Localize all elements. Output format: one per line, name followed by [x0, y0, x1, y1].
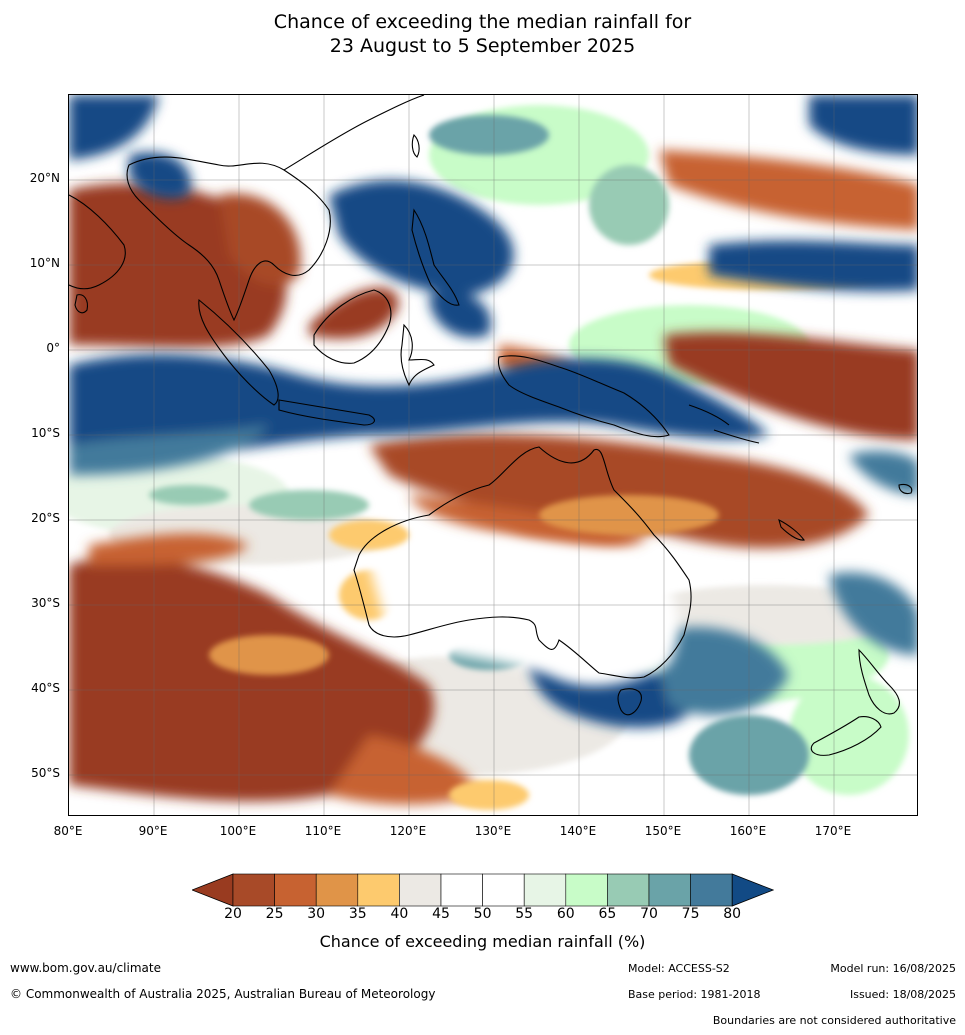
- lon-tick-80e: 80°E: [53, 824, 83, 838]
- colorbar-low-extension: [190, 873, 234, 907]
- colorbar-high-extension: [731, 873, 775, 907]
- fiji-coastline: [898, 483, 913, 495]
- lat-tick-0: 0°: [46, 341, 60, 355]
- lon-tick-110e: 110°E: [304, 824, 342, 838]
- website-link[interactable]: www.bom.gov.au/climate: [10, 961, 161, 975]
- colorbar-segment: [690, 873, 733, 907]
- colorbar-tick-label: 20: [224, 906, 242, 922]
- colorbar-segment: [315, 873, 359, 907]
- new-zealand-south-coastline: [810, 716, 882, 756]
- colorbar-segment: [565, 873, 608, 907]
- lat-tick-20n: 20°N: [29, 171, 60, 185]
- map-canvas: [69, 95, 917, 815]
- rainfall-probability-map[interactable]: [68, 94, 918, 816]
- colorbar-tick-label: 50: [473, 906, 492, 922]
- colorbar-segment: [607, 873, 650, 907]
- sumatra-coastline: [198, 298, 279, 406]
- title-line-1: Chance of exceeding the median rainfall …: [273, 11, 692, 33]
- lon-tick-150e: 150°E: [644, 824, 682, 838]
- philippines-coastline: [411, 208, 460, 306]
- base-period: Base period: 1981-2018: [628, 988, 761, 1001]
- colorbar-tick-label: 25: [265, 906, 284, 922]
- colorbar-segment: [648, 873, 691, 907]
- tasmania-coastline: [617, 688, 642, 716]
- lon-tick-160e: 160°E: [729, 824, 767, 838]
- colorbar-segment: [399, 873, 442, 907]
- model-run-date: Model run: 16/08/2025: [830, 962, 956, 975]
- map-title: Chance of exceeding the median rainfall …: [0, 10, 965, 58]
- lat-tick-30s: 30°S: [31, 596, 60, 610]
- colorbar-segment: [440, 873, 483, 907]
- taiwan-coastline: [411, 134, 420, 158]
- lat-tick-10n: 10°N: [29, 256, 60, 270]
- colorbar-svg: [190, 873, 775, 907]
- new-zealand-north-coastline: [858, 648, 900, 715]
- lon-tick-90e: 90°E: [138, 824, 168, 838]
- colorbar-tick-label: 40: [390, 906, 409, 922]
- australia-interior: [369, 541, 679, 686]
- graticule: [69, 95, 917, 815]
- colorbar-segment: [274, 873, 317, 907]
- lon-tick-140e: 140°E: [559, 824, 597, 838]
- lat-tick-20s: 20°S: [31, 511, 60, 525]
- model-name: Model: ACCESS-S2: [628, 962, 730, 975]
- colorbar-tick-label: 60: [556, 906, 575, 922]
- borneo-coastline: [313, 289, 392, 364]
- colorbar-tick-label: 55: [515, 906, 534, 922]
- china-coastline: [283, 95, 425, 171]
- lon-tick-130e: 130°E: [474, 824, 512, 838]
- colorbar-tick-label: 70: [640, 906, 658, 922]
- colorbar-tick-label: 30: [307, 906, 326, 922]
- title-line-2: 23 August to 5 September 2025: [329, 35, 636, 57]
- colorbar: [190, 873, 775, 911]
- colorbar-tick-label: 45: [432, 906, 450, 922]
- lon-tick-120e: 120°E: [389, 824, 427, 838]
- coastlines: [69, 95, 913, 756]
- southeast-asia-coastline: [126, 156, 331, 322]
- colorbar-segment: [523, 873, 567, 907]
- lat-tick-50s: 50°S: [31, 766, 60, 780]
- new-caledonia-coastline: [778, 518, 805, 541]
- lon-tick-170e: 170°E: [814, 824, 852, 838]
- colorbar-tick-label: 75: [681, 906, 700, 922]
- india-coastline: [69, 194, 126, 290]
- copyright-text: © Commonwealth of Australia 2025, Austra…: [10, 987, 436, 1001]
- boundary-disclaimer: Boundaries are not considered authoritat…: [712, 1014, 956, 1027]
- lat-tick-40s: 40°S: [31, 681, 60, 695]
- colorbar-segment: [482, 873, 525, 907]
- java-coastline: [278, 399, 375, 426]
- colorbar-segment: [232, 873, 275, 907]
- colorbar-tick-label: 35: [348, 906, 367, 922]
- new-guinea-coastline: [497, 355, 670, 438]
- australia-coastline: [353, 446, 692, 679]
- sulawesi-coastline: [400, 323, 435, 387]
- issued-date: Issued: 18/08/2025: [849, 988, 956, 1001]
- colorbar-tick-label: 65: [598, 906, 617, 922]
- lat-tick-10s: 10°S: [31, 426, 60, 440]
- colorbar-segment: [357, 873, 400, 907]
- solomon-islands-coastline: [688, 404, 730, 426]
- lon-tick-100e: 100°E: [219, 824, 257, 838]
- colorbar-label: Chance of exceeding median rainfall (%): [319, 932, 646, 951]
- wet-anomaly-regions: [69, 95, 917, 728]
- colorbar-tick-label: 80: [723, 906, 742, 922]
- sri-lanka-coastline: [74, 294, 88, 314]
